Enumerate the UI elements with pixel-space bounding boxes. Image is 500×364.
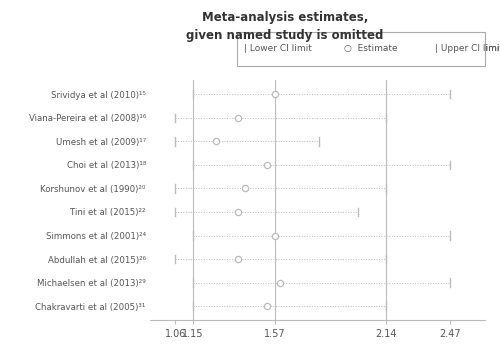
Text: given named study is omitted: given named study is omitted xyxy=(186,29,384,42)
Text: | Lower CI limit: | Lower CI limit xyxy=(244,44,312,54)
Text: | Upper CI limit: | Upper CI limit xyxy=(435,44,500,54)
Text: ○  Estimate: ○ Estimate xyxy=(344,44,398,54)
Text: | Upper CI limit: | Upper CI limit xyxy=(435,44,500,54)
Text: | Lower CI limit: | Lower CI limit xyxy=(244,44,312,54)
Text: ○  Estimate: ○ Estimate xyxy=(344,44,398,54)
Text: Meta-analysis estimates,: Meta-analysis estimates, xyxy=(202,11,368,24)
FancyBboxPatch shape xyxy=(237,32,485,66)
